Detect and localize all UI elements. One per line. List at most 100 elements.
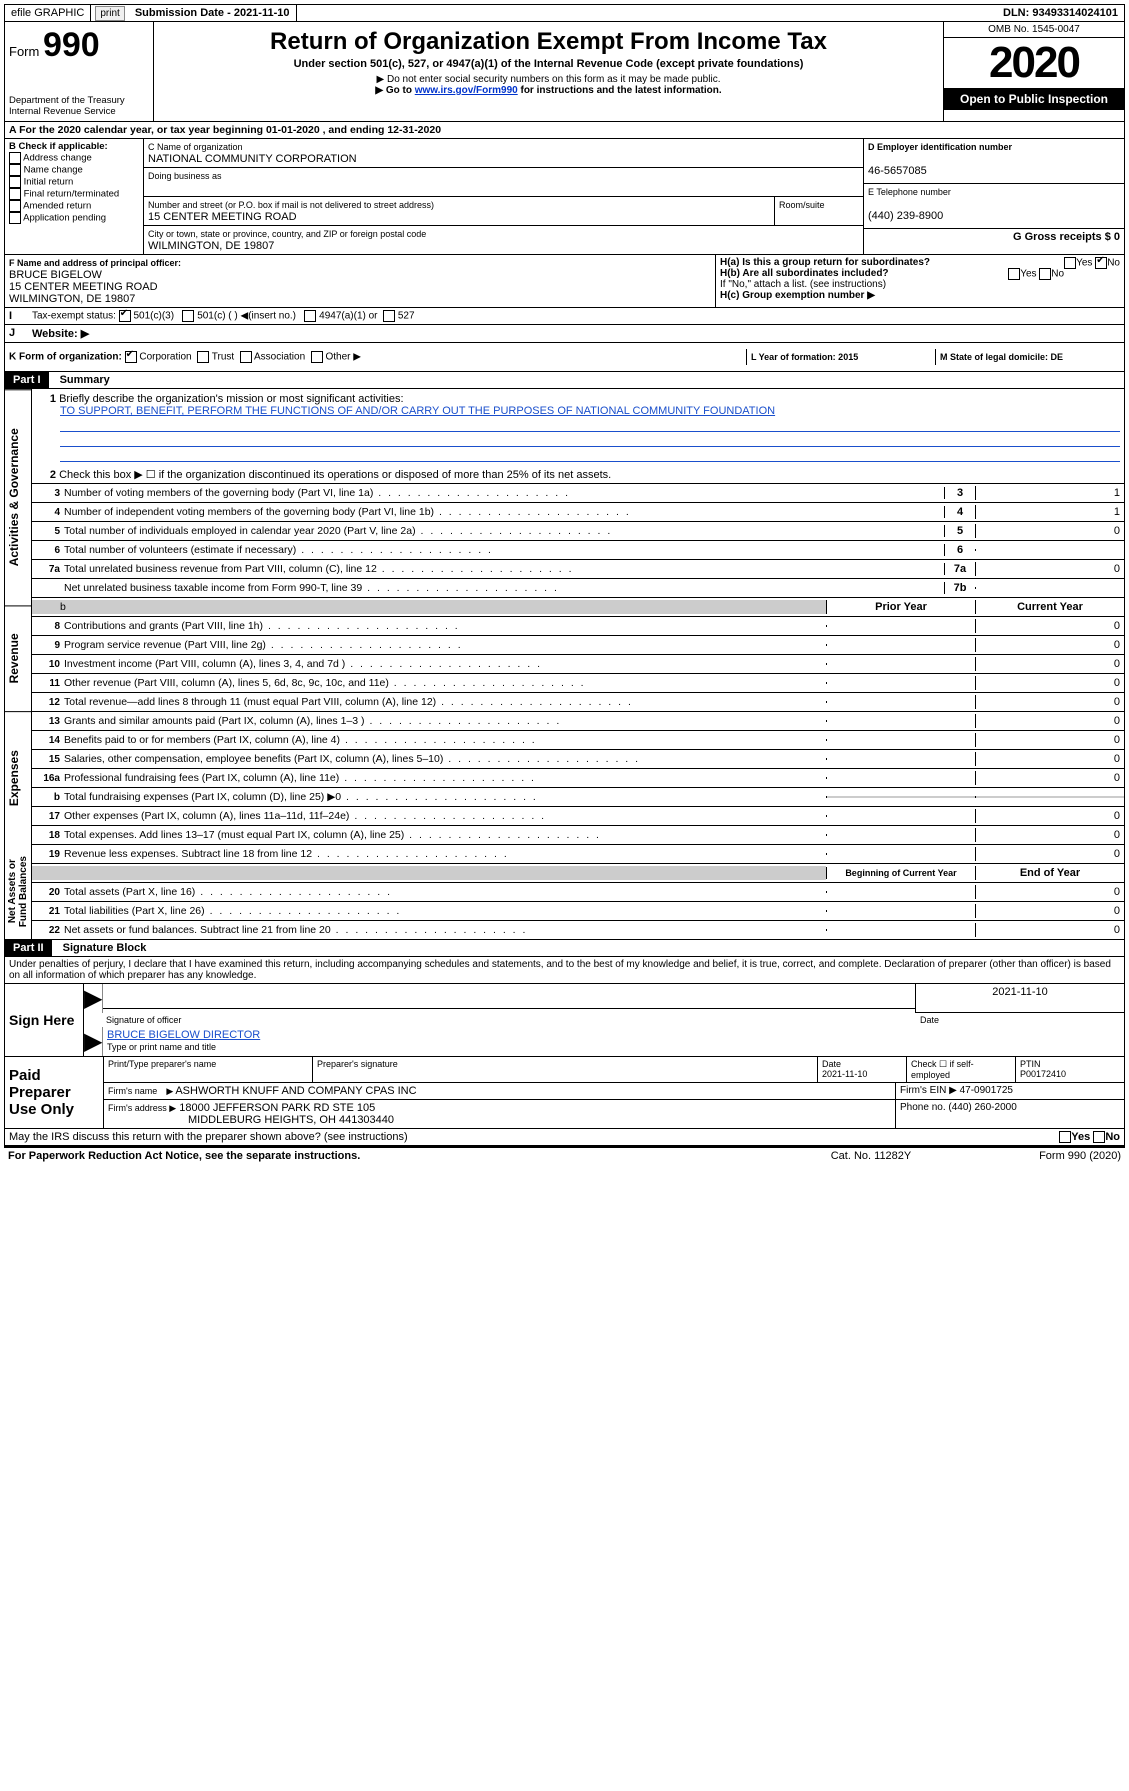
cb-501c[interactable] [182,310,194,322]
cb-corp[interactable] [125,351,137,363]
cb-hb-no[interactable] [1039,268,1051,280]
open-public-badge: Open to Public Inspection [944,88,1124,110]
part1-title: Summary [52,374,110,386]
summary-row: 7aTotal unrelated business revenue from … [32,559,1124,578]
cb-trust[interactable] [197,351,209,363]
n1: 1 [36,393,56,405]
title-box: Return of Organization Exempt From Incom… [154,22,943,121]
line-a: A For the 2020 calendar year, or tax yea… [4,122,1125,139]
cb-discuss-no[interactable] [1093,1131,1105,1143]
k-label: K Form of organization: [9,352,122,363]
j-label: Website: ▶ [32,328,89,340]
print-button[interactable]: print [95,6,124,21]
sig-officer-label: Signature of officer [102,1013,916,1027]
omb-number: OMB No. 1545-0047 [944,22,1124,38]
cb-other[interactable] [311,351,323,363]
col-b: B Check if applicable: Address change Na… [5,139,144,254]
summary-row: 22Net assets or fund balances. Subtract … [32,920,1124,939]
line1-label: Briefly describe the organization's miss… [59,393,403,405]
officer-addr1: 15 CENTER MEETING ROAD [9,281,158,293]
col-f: F Name and address of principal officer:… [5,255,715,307]
cb-501c3[interactable] [119,310,131,322]
discuss-no: No [1105,1131,1120,1143]
addr-label: Number and street (or P.O. box if mail i… [148,200,434,210]
end-header: End of Year [975,866,1124,880]
small-rows: 3Number of voting members of the governi… [32,483,1124,597]
arrow-icon-2: ▶ [84,1027,103,1056]
cb-app-pending[interactable] [9,212,21,224]
txt-no1: No [1107,258,1120,269]
cb-name-change[interactable] [9,164,21,176]
cb-ha-yes[interactable] [1064,257,1076,269]
blueline3 [60,447,1120,462]
opt-app-pending: Application pending [23,213,106,224]
summary-row: 13Grants and similar amounts paid (Part … [32,711,1124,730]
cat-no: Cat. No. 11282Y [771,1150,971,1162]
opt-assoc: Association [254,352,305,363]
cb-ha-no[interactable] [1095,257,1107,269]
dba-label: Doing business as [148,171,222,181]
addr-val: 15 CENTER MEETING ROAD [148,211,297,223]
firm-addr2: MIDDLEBURG HEIGHTS, OH 441303440 [108,1114,394,1126]
opt-501c3: 501(c)(3) [133,311,174,322]
opt-name-change: Name change [24,165,83,176]
cb-initial-return[interactable] [9,176,21,188]
cb-amended[interactable] [9,200,21,212]
cb-527[interactable] [383,310,395,322]
irs-link[interactable]: www.irs.gov/Form990 [415,85,518,96]
paid-preparer-block: Paid Preparer Use Only Print/Type prepar… [4,1057,1125,1129]
txt-yes2: Yes [1020,269,1036,280]
row-klm: K Form of organization: Corporation Trus… [4,343,1125,372]
cb-final-return[interactable] [9,188,21,200]
sig-date: 2021-11-10 [915,984,1124,1013]
topbar-spacer [301,11,994,15]
cb-discuss-yes[interactable] [1059,1131,1071,1143]
firm-name: ASHWORTH KNUFF AND COMPANY CPAS INC [166,1085,416,1097]
prior-year-header: Prior Year [826,600,975,614]
summary-row: 11Other revenue (Part VIII, column (A), … [32,673,1124,692]
prep-name-label: Print/Type preparer's name [104,1057,313,1082]
discuss-row: May the IRS discuss this return with the… [4,1129,1125,1146]
summary-row: 14Benefits paid to or for members (Part … [32,730,1124,749]
part1-bar: Part I Summary [4,372,1125,389]
opt-final-return: Final return/terminated [24,189,120,200]
summary-row: 10Investment income (Part VIII, column (… [32,654,1124,673]
summary-row: bTotal fundraising expenses (Part IX, co… [32,787,1124,806]
topbar: efile GRAPHIC print Submission Date - 20… [4,4,1125,22]
summary-row: 20Total assets (Part X, line 16)0 [32,882,1124,901]
summary-row: 12Total revenue—add lines 8 through 11 (… [32,692,1124,711]
vt-net: Net Assets or Fund Balances [5,844,31,939]
summary-row: 15Salaries, other compensation, employee… [32,749,1124,768]
ptin: P00172410 [1020,1069,1066,1079]
summary-row: 3Number of voting members of the governi… [32,483,1124,502]
net-gray [32,866,826,880]
paperwork-notice: For Paperwork Reduction Act Notice, see … [8,1150,771,1162]
hb-label: H(b) Are all subordinates included? [720,268,889,279]
summary-row: 18Total expenses. Add lines 13–17 (must … [32,825,1124,844]
cb-hb-yes[interactable] [1008,268,1020,280]
vt-gov: Activities & Governance [5,389,31,605]
cb-address-change[interactable] [9,152,21,164]
city-val: WILMINGTON, DE 19807 [148,240,274,252]
col-deg: D Employer identification number 46-5657… [863,139,1124,254]
form-prefix: Form [9,44,39,59]
phone: (440) 239-8900 [868,210,943,222]
perjury-text: Under penalties of perjury, I declare th… [4,957,1125,984]
firm-name-label: Firm's name [108,1086,157,1096]
summary-row: 17Other expenses (Part IX, column (A), l… [32,806,1124,825]
l-label: L Year of formation: 2015 [751,352,858,362]
firm-addr1: 18000 JEFFERSON PARK RD STE 105 [179,1102,375,1114]
cb-assoc[interactable] [240,351,252,363]
g-label: G Gross receipts $ 0 [1013,231,1120,243]
vt-exp: Expenses [5,711,31,844]
wide-rows: 8Contributions and grants (Part VIII, li… [32,616,1124,863]
cb-4947[interactable] [304,310,316,322]
form-title: Return of Organization Exempt From Incom… [158,28,939,56]
f-label: F Name and address of principal officer: [9,258,181,268]
dln: DLN: 93493314024101 [997,5,1124,21]
note-goto-post: for instructions and the latest informat… [518,85,722,96]
b-label: B Check if applicable: [9,141,108,152]
opt-trust: Trust [212,352,234,363]
opt-other: Other ▶ [325,352,360,363]
header-block-bg: B Check if applicable: Address change Na… [4,139,1125,255]
